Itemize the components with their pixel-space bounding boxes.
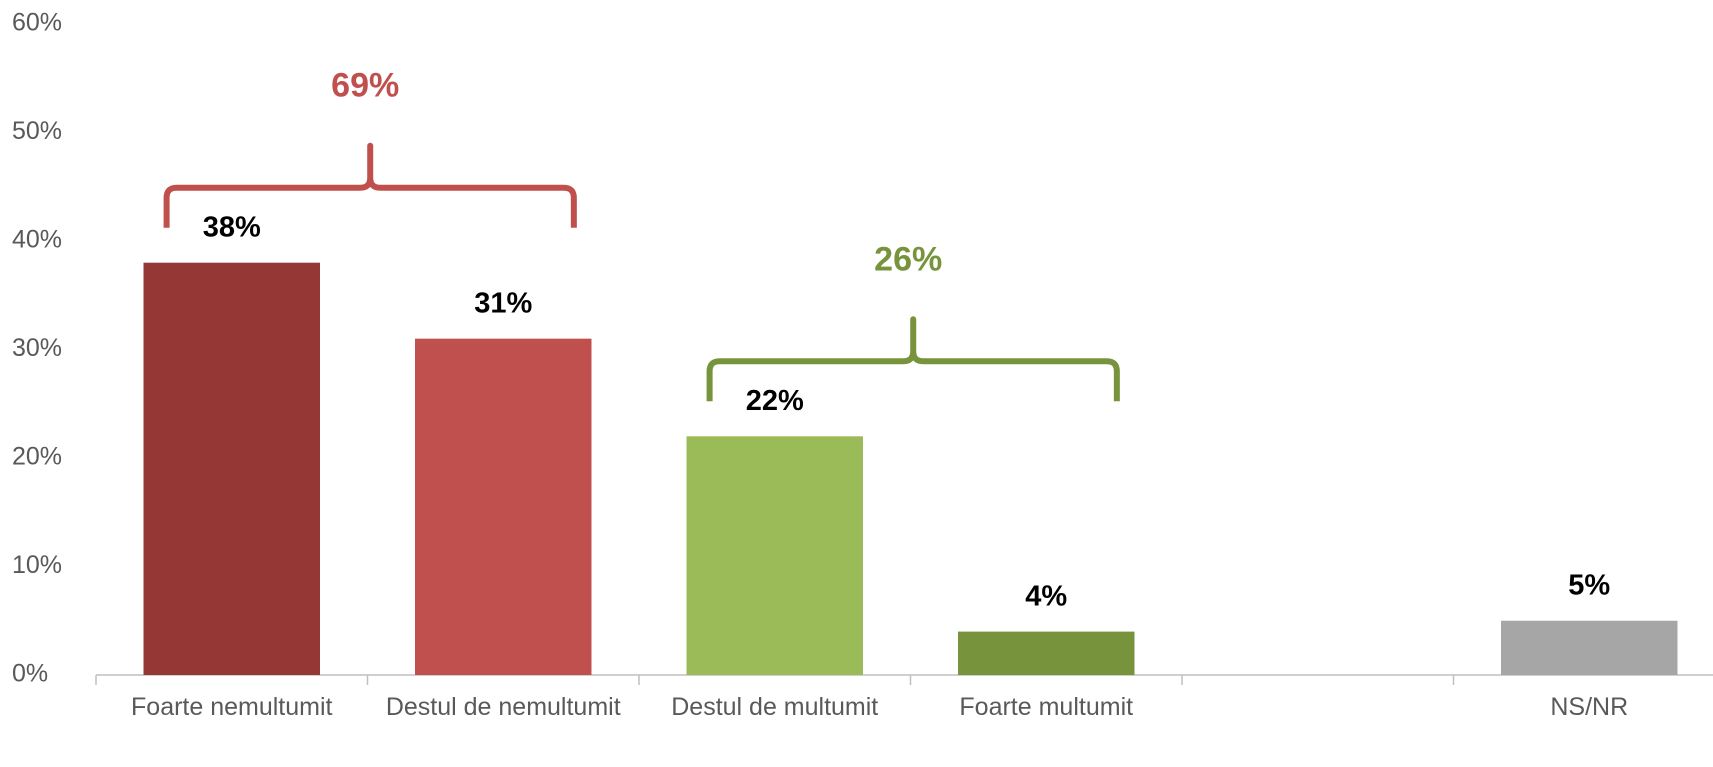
x-tick-label: NS/NR: [1550, 693, 1629, 721]
value-label: 4%: [1025, 580, 1067, 612]
value-label: 5%: [1568, 569, 1610, 601]
x-tick-label: Destul de multumit: [671, 693, 879, 721]
y-tick-label: 40%: [12, 226, 62, 254]
annotation: 26%: [874, 240, 942, 278]
x-tick-label: Foarte nemultumit: [131, 693, 333, 721]
annotation: 69%: [331, 67, 399, 105]
y-tick-label: 0%: [12, 660, 48, 688]
bar: [415, 338, 592, 675]
y-tick-label: 20%: [12, 443, 62, 471]
value-label: 22%: [746, 385, 804, 417]
value-label: 38%: [203, 211, 261, 243]
bar: [143, 262, 320, 675]
bar: [1501, 620, 1678, 675]
y-tick-label: 60%: [12, 9, 62, 37]
value-label: 31%: [474, 287, 532, 319]
y-tick-label: 30%: [12, 334, 62, 362]
bracket: [706, 316, 1120, 402]
x-tick-label: Destul de nemultumit: [385, 693, 621, 721]
bar: [686, 436, 863, 675]
y-tick-label: 50%: [12, 117, 62, 145]
bracket: [163, 142, 577, 228]
y-tick-label: 10%: [12, 551, 62, 579]
bar: [958, 631, 1135, 675]
x-tick-label: Foarte multumit: [959, 693, 1134, 721]
